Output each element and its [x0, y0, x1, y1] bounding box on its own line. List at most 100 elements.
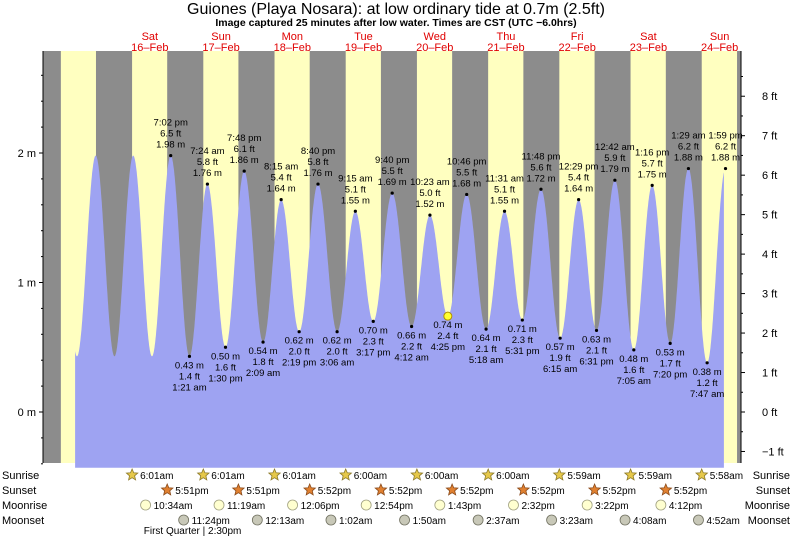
high-tide-meters: 1.76 m — [193, 168, 222, 179]
low-tide-time: 2:19 pm — [282, 358, 316, 369]
extremum-point — [650, 183, 654, 187]
day-labels: Sat16–FebSun17–FebMon18–FebTue19–FebWed2… — [131, 31, 738, 54]
tide-feet: 2.3 ft — [363, 336, 384, 347]
low-tide-meters: 0.62 m — [323, 336, 352, 347]
sunset-time: 5:52pm — [318, 486, 351, 497]
low-tide-time: 2:09 am — [246, 368, 280, 379]
extremum-point — [261, 340, 265, 344]
day-date: 18–Feb — [274, 42, 311, 54]
sunrise-time: 6:01am — [211, 471, 244, 482]
high-tide-meters: 1.79 m — [600, 164, 629, 175]
moonrise-time: 12:06pm — [301, 501, 340, 512]
low-tide-meters: 0.38 m — [693, 367, 722, 378]
moonset-icon — [546, 514, 558, 526]
sunset-time: 5:51pm — [246, 486, 279, 497]
sunrise-icon — [267, 467, 282, 481]
extrema-labels: 7:02 pm6.5 ft1.98 m 0.43 m1.4 ft1:21 am 7:… — [154, 118, 743, 400]
high-tide-time: 10:23 am — [410, 177, 450, 188]
left-tick-label: 0 m — [18, 407, 36, 419]
high-tide-time: 9:15 am — [338, 173, 372, 184]
moonset-label-left: Moonset — [2, 515, 44, 527]
low-tide-time: 7:05 am — [617, 376, 651, 387]
sunrise-label-left: Sunrise — [2, 470, 39, 482]
sunset-icon — [374, 482, 388, 496]
tide-feet: 5.0 ft — [419, 188, 440, 199]
moonset-time: 3:23am — [560, 516, 593, 527]
extremum-point — [353, 209, 357, 213]
right-tick-label: −1 ft — [762, 446, 784, 458]
high-tide-meters: 1.69 m — [378, 177, 407, 188]
moonset-icon — [251, 514, 263, 526]
high-tide-meters: 1.86 m — [230, 155, 259, 166]
moonrise-time: 4:12pm — [669, 501, 702, 512]
tide-feet: 1.4 ft — [179, 371, 200, 382]
high-tide-meters: 1.68 m — [452, 178, 481, 189]
right-tick-label: 8 ft — [762, 91, 777, 103]
sunrise-time: 5:58am — [710, 471, 743, 482]
day-name: Fri — [571, 31, 584, 43]
right-tick-label: 1 ft — [762, 368, 777, 380]
tide-feet: 1.7 ft — [660, 358, 681, 369]
sunset-icon — [516, 482, 531, 496]
moonset-time: 1:50am — [413, 516, 446, 527]
right-tick-label: 3 ft — [762, 289, 777, 301]
tide-feet: 2.0 ft — [289, 347, 310, 358]
tide-feet: 6.2 ft — [678, 142, 699, 153]
high-tide-meters: 1.55 m — [341, 195, 370, 206]
low-tide-time: 1:30 pm — [208, 373, 242, 384]
low-tide-time: 4:25 pm — [431, 342, 465, 353]
sunrise-time: 5:59am — [567, 471, 600, 482]
low-tide-time: 3:17 pm — [356, 347, 390, 358]
tide-feet: 2.4 ft — [437, 331, 458, 342]
low-tide-time: 3:06 am — [320, 358, 354, 369]
extremum-point — [668, 341, 672, 345]
high-tide-time: 9:40 pm — [375, 155, 409, 166]
moonset-label-right: Moonset — [748, 515, 790, 527]
extremum-point — [484, 327, 488, 331]
low-tide-meters: 0.63 m — [582, 334, 611, 345]
day-name: Sun — [211, 31, 231, 43]
extremum-point — [723, 166, 728, 171]
sunset-icon — [587, 482, 602, 496]
sunrise-icon — [125, 467, 139, 481]
day-date: 19–Feb — [345, 42, 382, 54]
sunrise-time: 6:00am — [496, 471, 529, 482]
low-tide-meters: 0.62 m — [285, 336, 314, 347]
extremum-point — [577, 198, 581, 202]
extremum-point — [705, 361, 709, 365]
low-tide-time: 1:21 am — [172, 382, 206, 393]
right-tick-label: 5 ft — [762, 210, 777, 222]
high-tide-time: 7:24 am — [190, 146, 224, 157]
tide-area — [75, 155, 724, 468]
sunrise-icon — [481, 467, 495, 481]
extremum-point — [169, 153, 173, 158]
sunset-time: 5:52pm — [460, 486, 493, 497]
high-tide-time: 12:29 pm — [559, 162, 599, 173]
high-tide-time: 1:16 pm — [635, 147, 669, 158]
tide-curve — [75, 155, 724, 468]
high-tide-meters: 1.64 m — [267, 184, 296, 195]
tide-feet: 5.9 ft — [604, 153, 625, 164]
sunrise-icon — [410, 467, 424, 481]
extremum-point — [223, 345, 228, 349]
high-tide-time: 8:15 am — [264, 162, 298, 173]
high-tide-time: 8:40 pm — [301, 146, 335, 157]
moonset-time: 11:24pm — [192, 516, 230, 527]
day-name: Wed — [424, 31, 446, 43]
sunset-label-right: Sunset — [756, 485, 790, 497]
low-tide-meters: 0.54 m — [249, 346, 278, 357]
left-tick-label: 1 m — [18, 278, 36, 290]
tide-feet: 6.2 ft — [715, 142, 736, 153]
high-tide-meters: 1.88 m — [711, 153, 740, 164]
tide-feet: 1.8 ft — [252, 357, 273, 368]
extremum-point — [502, 209, 507, 213]
extremum-point — [558, 336, 562, 340]
low-tide-meters: 0.50 m — [211, 351, 240, 362]
extremum-point — [205, 182, 210, 186]
moonset-icon — [399, 514, 410, 526]
moonset-icon — [325, 514, 337, 526]
sunset-icon — [231, 482, 246, 496]
moonrise-label-left: Moonrise — [2, 500, 47, 512]
day-name: Sat — [640, 31, 657, 43]
